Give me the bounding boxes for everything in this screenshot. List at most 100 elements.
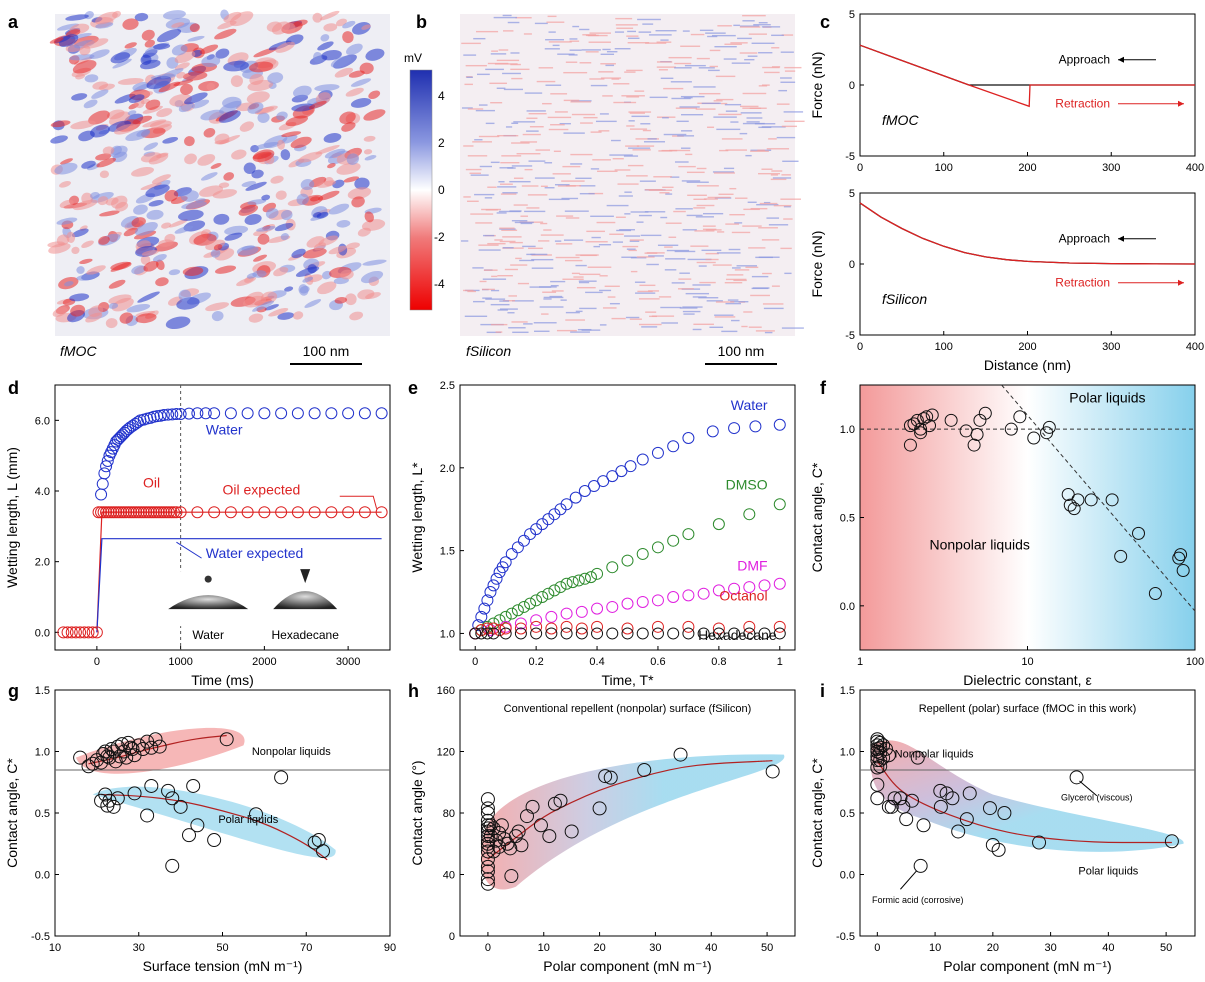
y-tick-label: 0.5 xyxy=(840,808,855,820)
data-point xyxy=(249,807,263,822)
map-stripe xyxy=(599,324,607,326)
map-stripe xyxy=(755,256,773,259)
map-stripe xyxy=(705,258,719,261)
map-stripe xyxy=(642,129,651,132)
data-point xyxy=(505,547,518,560)
y-tick-label: 2.5 xyxy=(440,380,455,392)
data-point xyxy=(1084,493,1098,507)
data-point xyxy=(962,786,977,801)
data-point xyxy=(219,732,234,747)
map-stripe xyxy=(780,77,792,79)
data-point xyxy=(973,413,987,427)
map-stripe xyxy=(724,43,742,45)
panel-letter-b: b xyxy=(416,12,427,32)
map-stripe xyxy=(595,120,617,123)
map-stripe xyxy=(768,138,777,140)
data-point xyxy=(191,407,204,420)
y-axis-label: Contact angle, C* xyxy=(809,462,825,572)
map-stripe xyxy=(639,323,662,326)
map-patch xyxy=(151,174,171,184)
map-patch xyxy=(281,131,302,138)
map-stripe xyxy=(729,214,745,216)
map-stripe xyxy=(759,202,778,205)
map-stripe xyxy=(531,267,554,269)
map-stripe xyxy=(698,67,715,69)
map-stripe xyxy=(598,130,610,132)
map-patch xyxy=(360,270,384,284)
series-label: DMSO xyxy=(726,476,768,492)
data-point xyxy=(73,750,88,765)
y-tick-label: 1.0 xyxy=(440,628,455,640)
data-point xyxy=(480,876,495,891)
map-stripe xyxy=(739,26,761,28)
map-patch xyxy=(81,240,94,248)
data-point xyxy=(530,594,543,607)
map-patch xyxy=(184,136,195,147)
map-stripe xyxy=(499,227,515,229)
map-patch xyxy=(218,110,241,123)
data-point xyxy=(637,762,652,777)
region-gradient xyxy=(870,740,1184,852)
map-stripe xyxy=(569,40,580,42)
data-point xyxy=(899,812,914,827)
map-patch xyxy=(136,129,151,137)
data-point xyxy=(1174,548,1188,562)
colorbar-tick: 0 xyxy=(438,183,445,197)
x-tick-label: 100 xyxy=(935,162,953,174)
data-point xyxy=(65,626,78,639)
map-stripe xyxy=(522,133,541,136)
map-stripe xyxy=(520,141,538,143)
map-stripe xyxy=(736,265,757,267)
map-stripe xyxy=(671,282,685,284)
map-patch xyxy=(364,155,377,161)
data-point xyxy=(514,838,529,853)
map-stripe xyxy=(745,266,759,269)
map-stripe xyxy=(646,263,659,266)
map-stripe xyxy=(571,272,580,275)
map-stripe xyxy=(573,276,584,278)
data-point xyxy=(712,622,725,635)
data-point xyxy=(978,406,992,420)
map-patch xyxy=(324,148,346,159)
map-stripe xyxy=(638,31,652,33)
map-stripe xyxy=(540,185,548,187)
map-stripe xyxy=(503,88,523,91)
map-patch xyxy=(176,71,186,79)
map-stripe xyxy=(743,208,760,211)
map-stripe xyxy=(745,154,752,157)
map-stripe xyxy=(679,272,690,274)
map-patch xyxy=(334,296,348,304)
data-point xyxy=(517,600,530,613)
map-stripe xyxy=(599,275,608,277)
y-tick-label: 0 xyxy=(849,259,855,271)
data-point xyxy=(903,438,917,452)
data-point xyxy=(147,506,160,519)
map-stripe xyxy=(716,98,734,101)
data-point xyxy=(481,627,494,640)
data-point xyxy=(142,506,155,519)
map-patch xyxy=(341,122,356,132)
x-tick-label: 0 xyxy=(857,162,863,174)
map-stripe xyxy=(570,163,583,165)
map-stripe xyxy=(536,80,556,83)
region-label-polar: Polar liquids xyxy=(1069,390,1145,406)
data-point xyxy=(578,485,591,497)
legend-approach: Approach xyxy=(1059,232,1110,246)
data-point xyxy=(342,506,355,519)
map-stripe xyxy=(580,254,597,257)
map-stripe xyxy=(696,204,715,207)
map-patch xyxy=(249,61,274,73)
map-stripe xyxy=(674,62,692,65)
data-point xyxy=(69,626,82,639)
map-stripe xyxy=(698,265,707,267)
region-gradient xyxy=(860,385,1195,650)
map-stripe xyxy=(707,35,718,38)
data-point xyxy=(773,620,786,633)
map-stripe xyxy=(563,132,585,134)
map-patch xyxy=(246,91,270,104)
map-stripe xyxy=(524,210,546,213)
data-point xyxy=(621,627,634,640)
map-stripe xyxy=(679,106,700,108)
map-patch xyxy=(134,222,158,236)
map-stripe xyxy=(628,111,652,113)
